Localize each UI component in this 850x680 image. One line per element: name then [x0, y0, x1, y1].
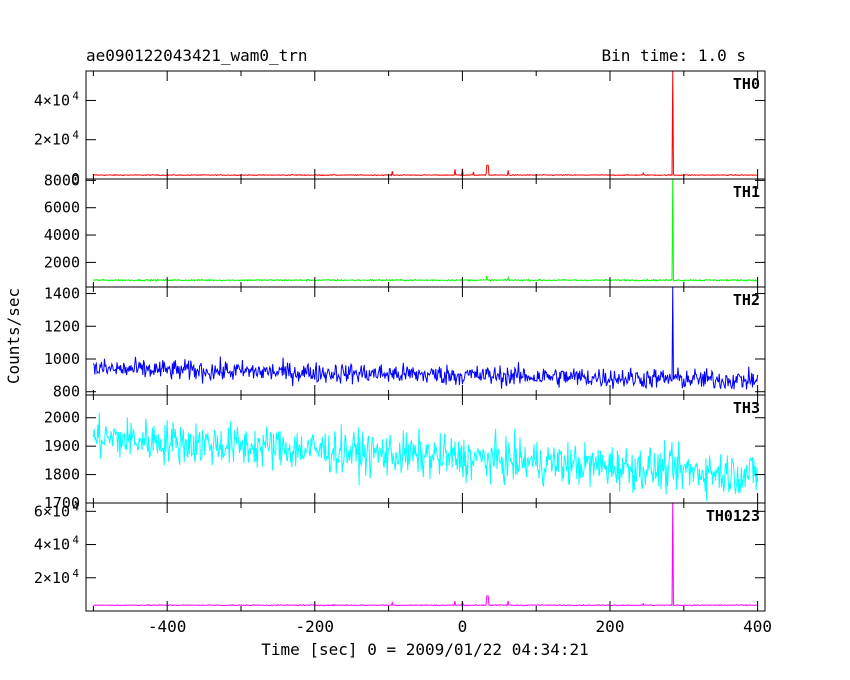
y-axis-label: Counts/sec — [4, 288, 23, 384]
series-line-th2 — [92, 287, 759, 390]
y-tick-label: 2000 — [44, 253, 80, 271]
x-tick-label: -200 — [296, 617, 335, 636]
y-tick-label: 6000 — [44, 199, 80, 217]
y-tick-label: 1700 — [44, 494, 80, 512]
y-tick-label: 1800 — [44, 466, 80, 484]
y-tick-label: 0 — [71, 170, 80, 188]
x-tick-label: 400 — [743, 617, 772, 636]
y-tick-exponent: 4 — [72, 534, 79, 547]
y-tick-label: 2000 — [44, 409, 80, 427]
series-line-th0123 — [93, 503, 758, 607]
panel-frame — [85, 502, 766, 612]
panel-label-th0: TH0 — [733, 75, 760, 93]
x-axis-label: Time [sec] 0 = 2009/01/22 04:34:21 — [261, 640, 589, 659]
panel-th2: TH2 800 1000 1200 1400 — [44, 285, 766, 401]
y-tick-label: 1900 — [44, 437, 80, 455]
y-tick-exponent: 4 — [72, 567, 79, 580]
panel-label-th0123: TH0123 — [706, 507, 760, 525]
y-tick-label: 4×10 — [34, 536, 70, 554]
y-tick-label: 1000 — [44, 350, 80, 368]
panel-label-th3: TH3 — [733, 399, 760, 417]
y-tick-label: 800 — [53, 383, 80, 401]
y-tick-label: 2×10 — [34, 131, 70, 149]
y-tick-exponent: 4 — [72, 89, 79, 102]
y-tick-label: 4×10 — [34, 91, 70, 109]
y-tick-label: 4000 — [44, 226, 80, 244]
x-tick-label: -400 — [148, 617, 187, 636]
series-line-th1 — [93, 179, 759, 283]
y-tick-label: 2×10 — [34, 569, 70, 587]
panel-th1: TH1 2000 4000 6000 8000 — [44, 171, 766, 288]
panel-label-th2: TH2 — [733, 291, 760, 309]
chart-title: ae090122043421_wam0_trn — [86, 46, 308, 65]
y-tick-label: 1400 — [44, 285, 80, 303]
x-tick-label: 200 — [596, 617, 625, 636]
panel-frame — [85, 70, 766, 180]
y-tick-label: 1200 — [44, 317, 80, 335]
panel-frame — [85, 178, 766, 288]
x-tick-label: 0 — [458, 617, 468, 636]
series-line-th3 — [92, 412, 759, 501]
panel-label-th1: TH1 — [733, 183, 760, 201]
panel-th3: TH3 1700 1800 1900 2000 — [44, 394, 766, 512]
bin-time-label: Bin time: 1.0 s — [602, 46, 747, 65]
y-tick-label: 8000 — [44, 171, 80, 189]
series-line-th0 — [93, 71, 758, 177]
y-tick-label: 6×10 — [34, 502, 70, 520]
y-tick-exponent: 4 — [72, 129, 79, 142]
panel-frame — [85, 286, 766, 396]
y-tick-exponent: 4 — [72, 500, 79, 513]
